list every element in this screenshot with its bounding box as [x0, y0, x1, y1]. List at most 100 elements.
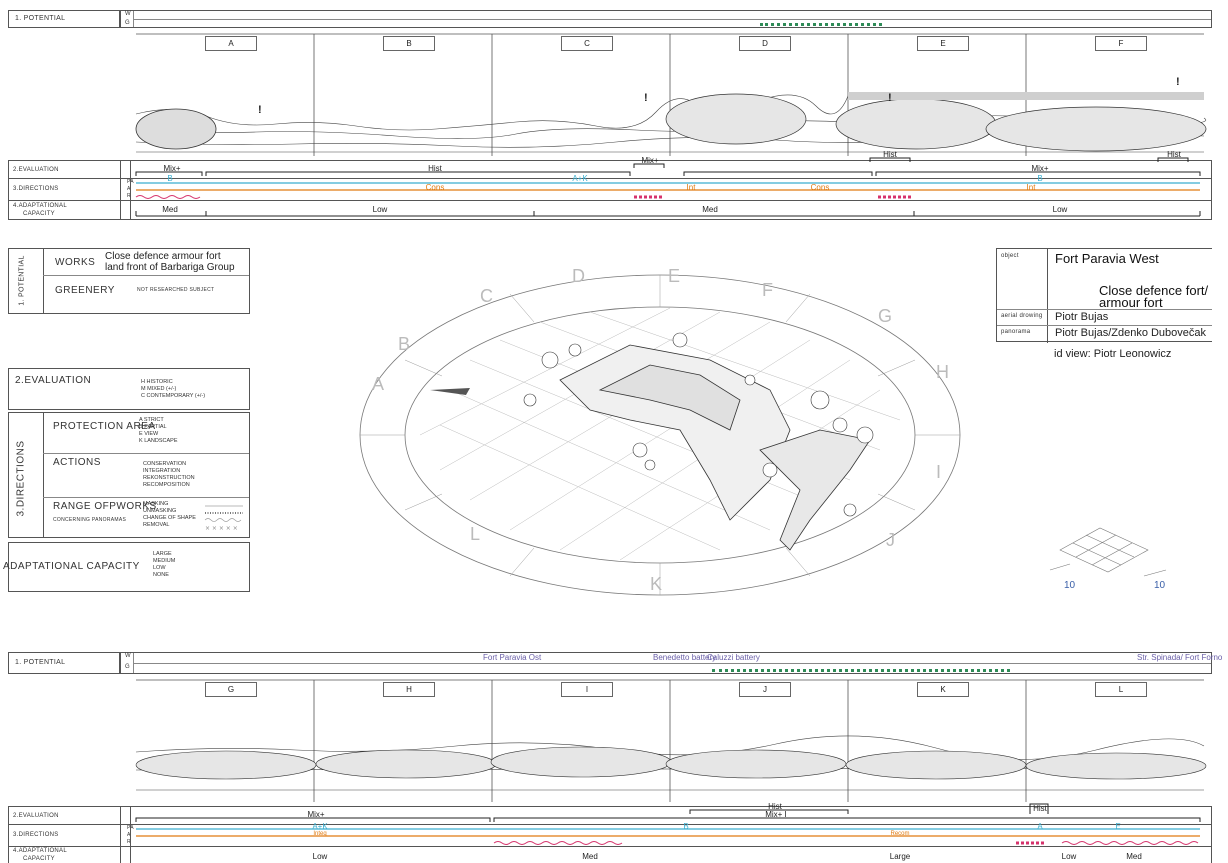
top-col-A: A [205, 36, 257, 51]
bottom-eval-row: 2.EVALUATION [8, 806, 1212, 824]
ring-letter-G: G [878, 306, 892, 326]
bottom-cap-row: 4.ADAPTATIONAL CAPACITY [8, 846, 1212, 863]
legend-directions-side: 3.DIRECTIONS [15, 440, 27, 517]
ring-letter-B: B [398, 334, 410, 354]
info-panorama-value: Piotr Bujas/Zdenko Dubovečak [1055, 327, 1207, 339]
legend-greenery-label: GREENERY [55, 285, 115, 296]
bottom-eval-4: Hist [1033, 804, 1047, 813]
top-cap-3: Med [702, 205, 718, 214]
bottom-place-3: Caluzzi battery [707, 653, 760, 662]
scale-grid [1049, 527, 1167, 577]
legend-range-mask: MASKING [143, 501, 169, 507]
top-w-label: W [125, 11, 131, 17]
legend-range-title: RANGE OFPWORKS [53, 501, 157, 512]
top-g-label: G [125, 20, 130, 26]
legend-actions-title: ACTIONS [53, 457, 101, 468]
bottom-eval-label: 2.EVALUATION [13, 813, 59, 819]
bottom-g-label: G [125, 664, 130, 670]
legend-prot-e: E VIEW [139, 431, 159, 437]
legend-works-text-2: land front of Barbariga Group [105, 262, 235, 273]
bottom-cap-3: Large [889, 852, 911, 861]
aerial-drawing: A B C D E F G H I J K L [359, 266, 961, 596]
top-col-E: E [917, 36, 969, 51]
top-eval-6: Mix+ [1031, 164, 1049, 173]
top-col-C: C [561, 36, 613, 51]
legend-prot-b: B PARTIAL [139, 424, 167, 430]
legend-range-shape: CHANGE OF SHAPE [143, 515, 196, 521]
ring-letter-E: E [668, 266, 680, 286]
legend-eval-h: H HISTORIC [141, 379, 173, 385]
top-dir-label: 3.DIRECTIONS [13, 186, 59, 192]
ring-letter-J: J [886, 530, 895, 550]
top-greenery-dots [760, 23, 882, 29]
top-a-3: Cons [810, 183, 830, 192]
top-eval-label: 2.EVALUATION [13, 167, 59, 173]
legend-works-text-1: Close defence armour fort [105, 251, 221, 262]
top-mark-4: ! [1176, 76, 1180, 88]
bottom-col-J: J [739, 682, 791, 697]
top-potential-box: 1. POTENTIAL [8, 10, 120, 28]
legend-capacity-title: ADAPTATIONAL CAPACITY [3, 561, 140, 572]
top-mark-3: ! [888, 92, 892, 104]
scale-right: 10 [1154, 580, 1166, 591]
legend-protection-title: PROTECTION AREA [53, 421, 156, 432]
top-potential-wg: W G [120, 10, 1212, 28]
legend-prot-a: A STRICT [139, 417, 164, 423]
top-eval-5: Hist [1167, 150, 1181, 159]
top-cap-1: Med [162, 205, 178, 214]
info-object-label: object [1001, 253, 1019, 259]
bottom-eval-3: Mix+ I [765, 810, 787, 819]
top-eval-row: 2.EVALUATION [8, 160, 1212, 178]
legend-range-unmask: UNMASKING [143, 508, 177, 514]
ring-letter-A: A [372, 374, 384, 394]
top-cap-2: Low [372, 205, 388, 214]
top-a-2: Int [686, 183, 696, 192]
bottom-capacity-label: CAPACITY [23, 856, 55, 862]
legend-cap-low: LOW [153, 565, 166, 571]
top-adapt-label: 4.ADAPTATIONAL [13, 203, 67, 209]
ring-letter-I: I [936, 462, 941, 482]
bottom-adapt-label: 4.ADAPTATIONAL [13, 848, 67, 854]
legend-eval-m: M MIXED (+/-) [141, 386, 177, 392]
legend-range-symbols: × × × × × [204, 505, 243, 532]
bottom-cap-2: Med [582, 852, 598, 861]
info-object-value: Fort Paravia West [1055, 251, 1159, 266]
bottom-potential-wg: W G Fort Paravia Ost Benedetto battery C… [120, 652, 1222, 674]
legend-act-rec: RECOMPOSITION [143, 482, 190, 488]
legend-act-rek: REKONSTRUCTION [143, 475, 195, 481]
top-eval-4: Hist [883, 150, 897, 159]
bottom-r: R [127, 839, 131, 845]
top-a: A [127, 186, 131, 192]
bottom-col-I: I [561, 682, 613, 697]
bottom-cap-5: Med [1126, 852, 1142, 861]
top-mark-2: ! [644, 92, 648, 104]
bottom-panorama [135, 679, 1207, 802]
bottom-pa-4: E [1115, 822, 1121, 831]
legend-potential: 1. POTENTIAL WORKS Close defence armour … [8, 248, 250, 314]
legend-cap-medium: MEDIUM [153, 558, 176, 564]
info-box: object Fort Paravia West Close defence f… [996, 248, 1212, 343]
top-eval-3: Mix+ [641, 156, 659, 165]
top-pa-2: A+K [572, 174, 588, 183]
bottom-eval-1: Mix+ [307, 810, 325, 819]
ring-letter-F: F [762, 280, 773, 300]
legend-act-cons: CONSERVATION [143, 461, 187, 467]
bottom-eval-2: Hist [768, 802, 782, 811]
top-panorama: ! ! ! ! [135, 33, 1207, 156]
bottom-place-2: Benedetto battery [653, 653, 717, 662]
bottom-a-2: Recom [890, 831, 910, 837]
top-a-4: Int [1026, 183, 1036, 192]
bottom-col-L: L [1095, 682, 1147, 697]
bottom-col-H: H [383, 682, 435, 697]
bottom-col-G: G [205, 682, 257, 697]
legend-act-int: INTEGRATION [143, 468, 181, 474]
legend-eval-title: 2.EVALUATION [15, 375, 92, 386]
legend-works-label: WORKS [55, 257, 96, 268]
top-col-B: B [383, 36, 435, 51]
legend-potential-side: 1. POTENTIAL [18, 255, 26, 306]
legend-cap-none: NONE [153, 572, 169, 578]
scale-left: 10 [1064, 580, 1076, 591]
top-cap-row: 4.ADAPTATIONAL CAPACITY [8, 200, 1212, 220]
info-object-sub-1: Close defence fort/ [1099, 283, 1209, 298]
ring-letter-L: L [470, 524, 480, 544]
